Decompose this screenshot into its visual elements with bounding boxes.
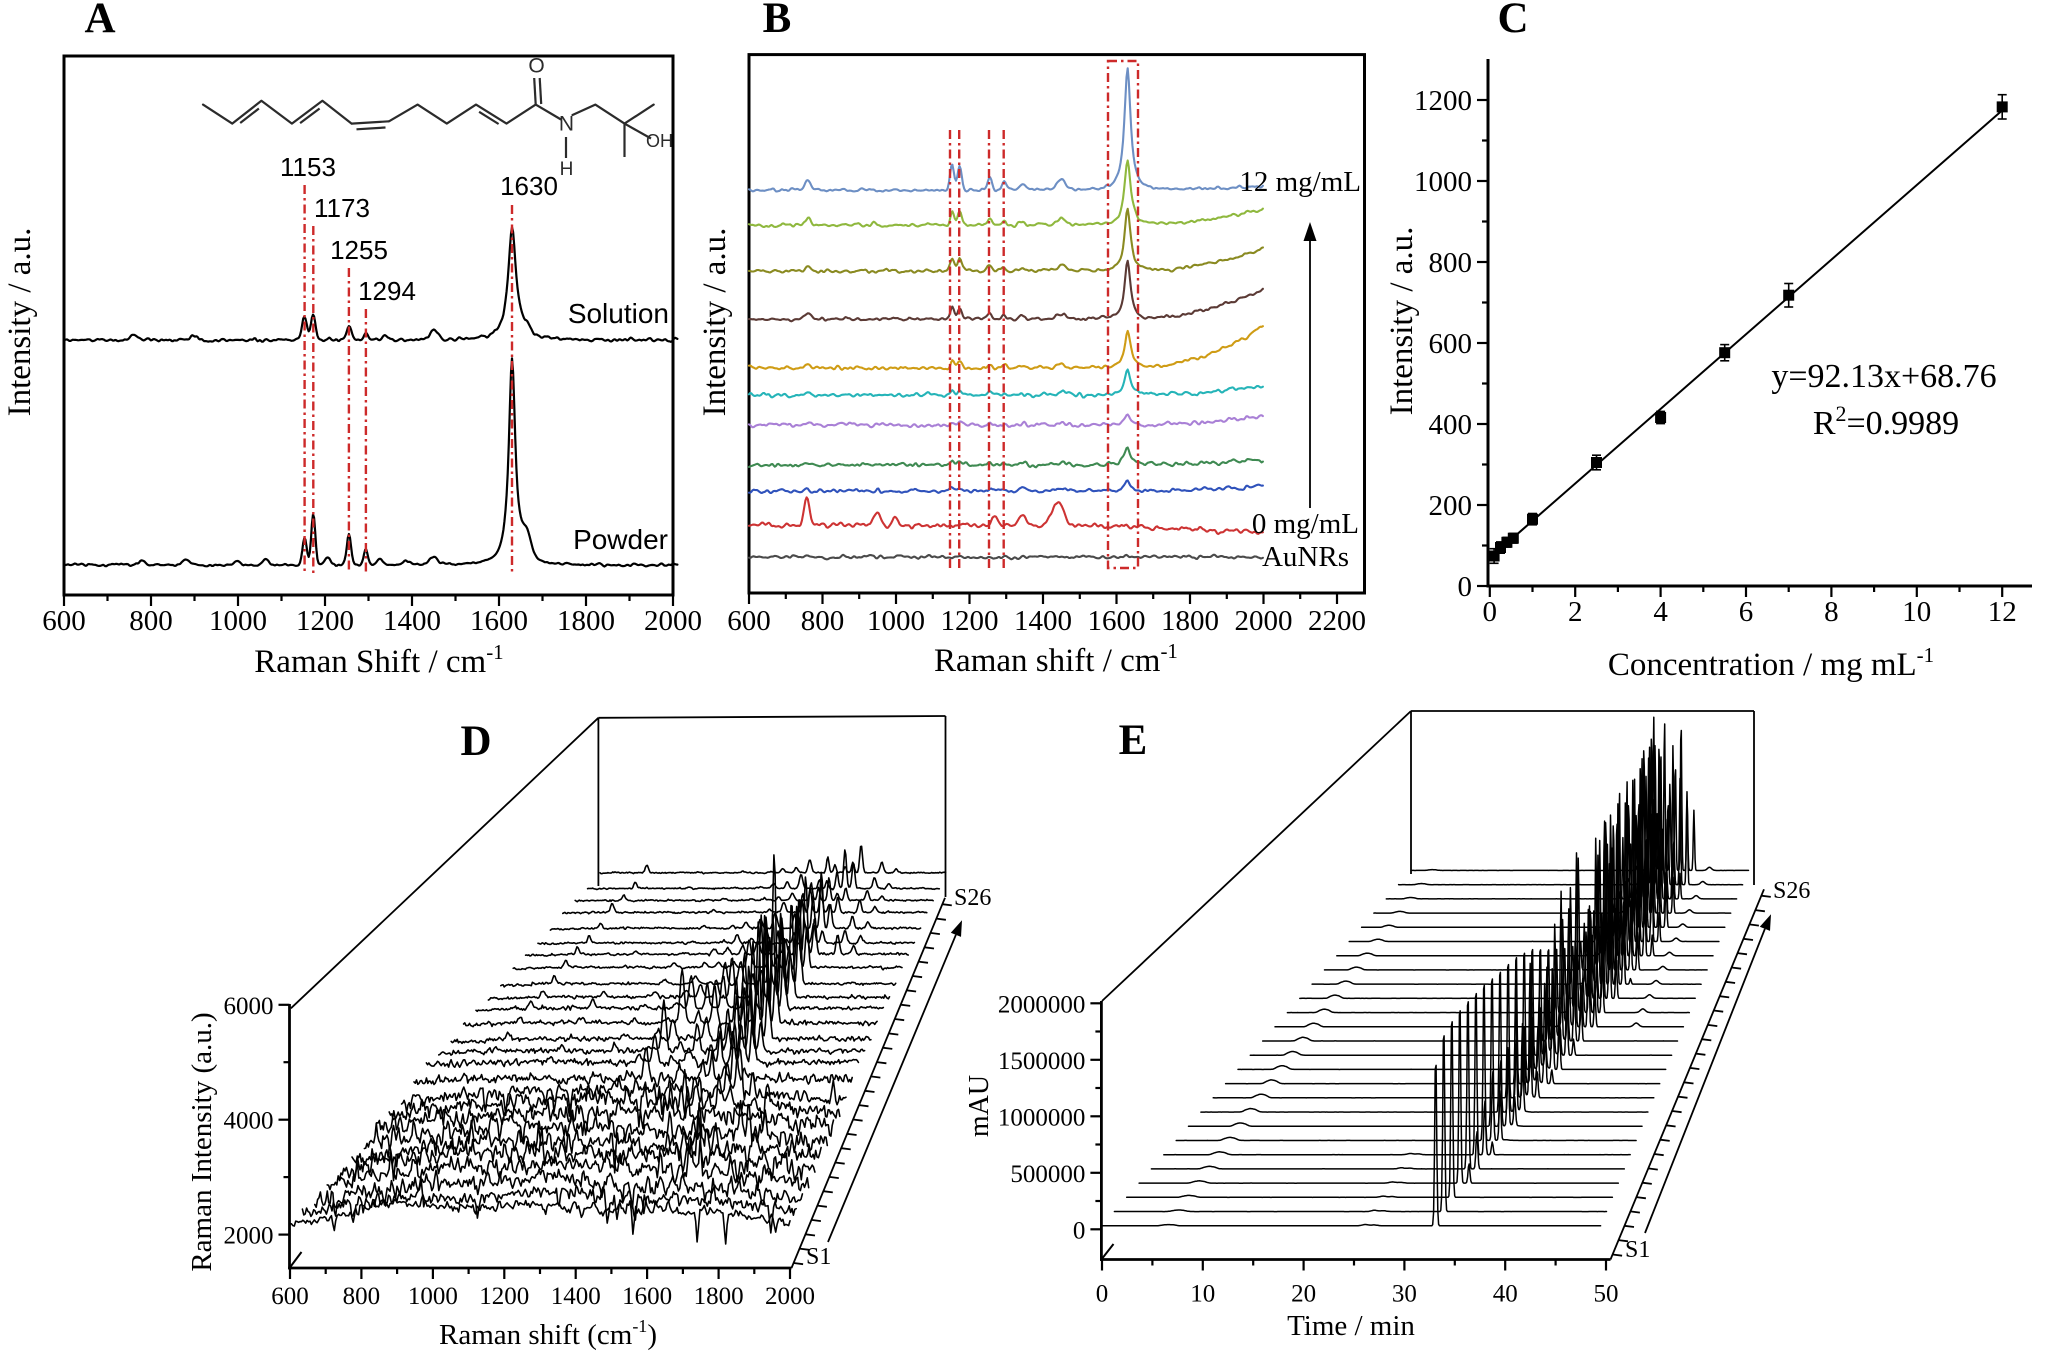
svg-text:1255: 1255 bbox=[330, 235, 388, 265]
svg-text:A: A bbox=[84, 0, 115, 42]
svg-text:800: 800 bbox=[801, 605, 845, 637]
svg-text:600: 600 bbox=[1429, 328, 1473, 360]
svg-text:S26: S26 bbox=[1773, 878, 1810, 904]
svg-text:2000: 2000 bbox=[1235, 605, 1293, 637]
svg-text:Intensity / a.u.: Intensity / a.u. bbox=[1384, 227, 1420, 416]
svg-text:O: O bbox=[528, 55, 544, 78]
svg-text:1200: 1200 bbox=[1414, 85, 1472, 117]
svg-text:S1: S1 bbox=[1625, 1237, 1650, 1263]
svg-text:800: 800 bbox=[1429, 247, 1473, 279]
svg-text:200: 200 bbox=[1429, 490, 1473, 522]
svg-text:S1: S1 bbox=[806, 1244, 831, 1270]
svg-text:30: 30 bbox=[1392, 1281, 1417, 1308]
svg-text:2200: 2200 bbox=[1308, 605, 1366, 637]
svg-text:mAU: mAU bbox=[964, 1075, 995, 1137]
svg-text:Solution: Solution bbox=[568, 298, 669, 329]
svg-text:600: 600 bbox=[42, 605, 86, 637]
svg-text:1800: 1800 bbox=[557, 605, 615, 637]
svg-text:1000: 1000 bbox=[408, 1283, 458, 1310]
svg-text:12: 12 bbox=[1988, 596, 2017, 628]
svg-text:Intensity / a.u.: Intensity / a.u. bbox=[2, 228, 38, 417]
svg-text:H: H bbox=[560, 159, 574, 180]
svg-text:Powder: Powder bbox=[573, 524, 668, 555]
svg-text:2000: 2000 bbox=[644, 605, 702, 637]
svg-text:400: 400 bbox=[1429, 409, 1473, 441]
svg-text:10: 10 bbox=[1190, 1281, 1215, 1308]
svg-text:R2=0.9989: R2=0.9989 bbox=[1813, 401, 1959, 442]
svg-text:12 mg/mL: 12 mg/mL bbox=[1239, 166, 1361, 198]
svg-text:OH: OH bbox=[646, 131, 673, 151]
svg-text:1200: 1200 bbox=[941, 605, 999, 637]
svg-text:Intensity / a.u.: Intensity / a.u. bbox=[697, 228, 733, 417]
svg-text:0: 0 bbox=[1073, 1217, 1086, 1244]
svg-text:1200: 1200 bbox=[479, 1283, 529, 1310]
svg-text:Concentration / mg mL-1: Concentration / mg mL-1 bbox=[1608, 643, 1934, 683]
svg-text:0: 0 bbox=[1458, 571, 1473, 603]
svg-text:D: D bbox=[460, 718, 491, 765]
svg-text:1400: 1400 bbox=[1014, 605, 1072, 637]
svg-text:1500000: 1500000 bbox=[998, 1048, 1086, 1075]
svg-text:1173: 1173 bbox=[314, 193, 370, 223]
svg-text:1630: 1630 bbox=[500, 171, 558, 201]
svg-text:1400: 1400 bbox=[551, 1283, 601, 1310]
svg-text:2000: 2000 bbox=[224, 1223, 274, 1250]
svg-text:1600: 1600 bbox=[1088, 605, 1146, 637]
svg-text:600: 600 bbox=[727, 605, 771, 637]
svg-text:1600: 1600 bbox=[622, 1283, 672, 1310]
svg-text:E: E bbox=[1119, 717, 1148, 764]
svg-text:50: 50 bbox=[1594, 1281, 1619, 1308]
svg-text:600: 600 bbox=[271, 1283, 309, 1310]
svg-text:1000: 1000 bbox=[1414, 166, 1472, 198]
svg-text:4000: 4000 bbox=[224, 1108, 274, 1135]
svg-text:Raman shift (cm-1): Raman shift (cm-1) bbox=[439, 1316, 657, 1351]
svg-text:1800: 1800 bbox=[1161, 605, 1219, 637]
svg-text:Raman Shift / cm-1: Raman Shift / cm-1 bbox=[254, 640, 503, 680]
svg-text:Raman shift / cm-1: Raman shift / cm-1 bbox=[934, 639, 1178, 679]
svg-text:2: 2 bbox=[1568, 596, 1583, 628]
svg-text:800: 800 bbox=[343, 1283, 381, 1310]
svg-text:0 mg/mL: 0 mg/mL bbox=[1252, 508, 1359, 540]
svg-text:S26: S26 bbox=[954, 885, 991, 911]
svg-text:AuNRs: AuNRs bbox=[1262, 541, 1349, 573]
svg-text:1000: 1000 bbox=[867, 605, 925, 637]
svg-text:10: 10 bbox=[1902, 596, 1931, 628]
svg-text:6: 6 bbox=[1739, 596, 1754, 628]
svg-text:4: 4 bbox=[1653, 596, 1668, 628]
svg-text:0: 0 bbox=[1096, 1281, 1109, 1308]
svg-text:Raman Intensity (a.u.): Raman Intensity (a.u.) bbox=[186, 1012, 218, 1271]
svg-text:C: C bbox=[1497, 0, 1528, 42]
svg-text:1000: 1000 bbox=[209, 605, 267, 637]
svg-text:1400: 1400 bbox=[383, 605, 441, 637]
svg-text:B: B bbox=[763, 0, 792, 42]
svg-text:8: 8 bbox=[1824, 596, 1839, 628]
svg-text:2000000: 2000000 bbox=[998, 991, 1086, 1018]
svg-text:y=92.13x+68.76: y=92.13x+68.76 bbox=[1771, 358, 1996, 395]
svg-text:20: 20 bbox=[1291, 1281, 1316, 1308]
svg-text:2000: 2000 bbox=[765, 1283, 815, 1310]
svg-text:40: 40 bbox=[1493, 1281, 1518, 1308]
svg-text:800: 800 bbox=[129, 605, 173, 637]
svg-text:Time / min: Time / min bbox=[1287, 1310, 1415, 1342]
svg-text:1200: 1200 bbox=[296, 605, 354, 637]
svg-text:1000000: 1000000 bbox=[998, 1104, 1086, 1131]
svg-text:1800: 1800 bbox=[694, 1283, 744, 1310]
svg-text:1153: 1153 bbox=[280, 152, 336, 182]
svg-text:N: N bbox=[559, 113, 574, 136]
svg-text:0: 0 bbox=[1483, 596, 1498, 628]
svg-text:500000: 500000 bbox=[1010, 1161, 1085, 1188]
svg-text:6000: 6000 bbox=[224, 993, 274, 1020]
svg-text:1294: 1294 bbox=[358, 276, 416, 306]
svg-text:1600: 1600 bbox=[470, 605, 528, 637]
